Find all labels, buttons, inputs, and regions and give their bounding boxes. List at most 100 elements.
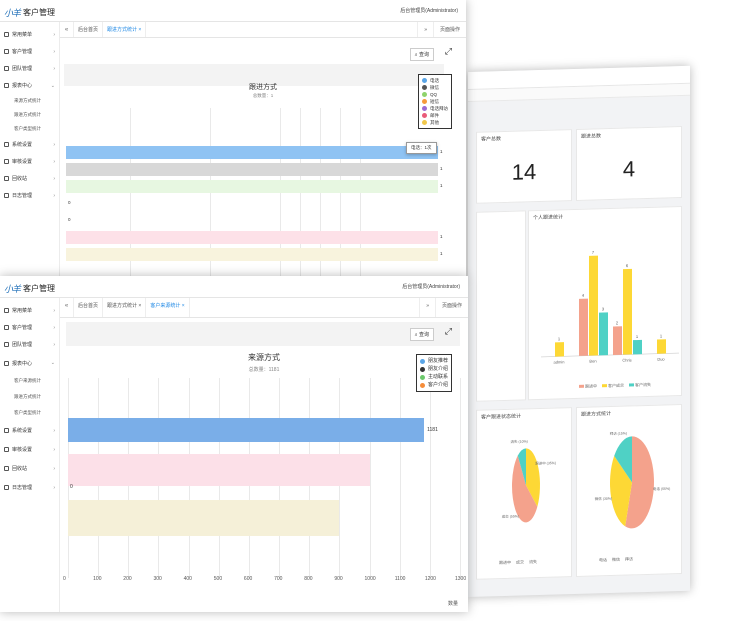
sidebar-subitem[interactable]: 客户来源统计 — [14, 378, 41, 383]
page-actions-button[interactable]: 页面操作 — [432, 22, 466, 37]
sidebar-subitem[interactable]: 来源方式统计 — [14, 98, 41, 103]
tab-scroll-right-icon[interactable]: » — [417, 22, 433, 37]
x-tick-label: 600 — [243, 576, 253, 582]
pie-slice — [526, 448, 540, 507]
legend-dot-icon — [422, 78, 427, 83]
legend-item[interactable]: 微信 — [422, 84, 448, 91]
x-tick-label: 1100 — [394, 576, 406, 582]
sidebar-item-reports[interactable]: 报表中心 ⌄ — [0, 353, 59, 373]
legend-item[interactable]: 短信 — [422, 98, 448, 105]
legend-item[interactable]: 电话拜访 — [422, 105, 448, 112]
bar-value-label: 3 — [602, 306, 605, 311]
sidebar-item-audit[interactable]: 审核设置 › — [0, 153, 59, 170]
close-icon[interactable]: × — [138, 303, 142, 309]
tab-scroll-right-icon[interactable]: » — [419, 298, 435, 317]
fullscreen-icon[interactable]: ⤢ — [444, 46, 452, 56]
account-menu[interactable]: 后台管理员(Administrator) — [400, 8, 458, 14]
chart-header-strip — [64, 64, 444, 86]
tab-source-method[interactable]: 客户来源统计 × — [146, 298, 190, 317]
chart-legend: 电话 微信 QQ 短信 电话拜访 邮件 其他 — [418, 74, 452, 129]
sidebar-item-settings[interactable]: 系统设置 › — [0, 421, 59, 440]
tab-home[interactable]: 后台首页 — [74, 22, 104, 37]
sidebar-subitem[interactable]: 跟进方式统计 — [14, 394, 41, 399]
chevron-right-icon: › — [53, 324, 55, 331]
sidebar-item-team[interactable]: 团队管理 › — [0, 60, 59, 77]
search-button[interactable]: ⌕ 查询 — [409, 48, 434, 61]
close-icon[interactable]: × — [181, 303, 185, 309]
pie-label: 流失 (10%) — [511, 439, 528, 444]
legend-item[interactable]: 朋友介绍 — [420, 365, 448, 373]
bar — [66, 231, 438, 244]
bar — [66, 248, 438, 261]
bar-card: 个人跟进统计 1 admin 4 7 3 Ben 2 6 1 Chris 1 Duo 跟进中 客户成交… — [528, 206, 682, 401]
bar — [68, 500, 340, 536]
app-logo[interactable]: 小羊 客户管理 — [4, 6, 55, 19]
page-actions-button[interactable]: 页面操作 — [434, 298, 468, 317]
sidebar-item-settings[interactable]: 系统设置 › — [0, 136, 59, 153]
status-pie-chart: 跟进中 (35%) 成交 (55%) 流失 (10%) — [502, 439, 556, 523]
sidebar-item-recycle[interactable]: 回收站 › — [0, 170, 59, 187]
tab-home[interactable]: 后台首页 — [74, 298, 104, 317]
source-method-window: 小羊 客户管理 后台管理员(Administrator) 常用菜单 › 客户管理 ›… — [0, 276, 468, 612]
legend-item[interactable]: 邮件 — [422, 112, 448, 119]
sidebar-item-recycle[interactable]: 回收站 › — [0, 459, 59, 478]
sidebar-item-customers[interactable]: 客户管理 › — [0, 319, 59, 336]
left-partial-card — [476, 210, 526, 402]
sidebar-item-customers[interactable]: 客户管理 › — [0, 43, 59, 60]
grid-line — [300, 108, 301, 278]
bar-value-label: 1 — [660, 333, 663, 338]
bar-card-legend: 跟进中 客户成交 客户流失 — [579, 382, 651, 390]
trash-icon — [4, 176, 9, 181]
legend-item[interactable]: QQ — [422, 91, 448, 98]
main-content: ⌕ 查询 ⤢ 来源方式 总数量：1181 0 100 200 300 400 500 600… — [60, 318, 468, 612]
pie-card-status: 客户跟进状态统计 跟进中 (35%) 成交 (55%) 流失 (10%) 跟进中 成交… — [476, 407, 572, 580]
legend-item[interactable]: 其他 — [422, 119, 448, 126]
legend-dot-icon — [422, 92, 427, 97]
legend-label: 客户介绍 — [428, 382, 449, 388]
tab-scroll-left-icon[interactable]: « — [60, 22, 74, 37]
sidebar-item-audit[interactable]: 审核设置 › — [0, 440, 59, 459]
sidebar: 常用菜单 › 客户管理 › 团队管理 › 报表中心 ⌄ 客户来源统计 跟进方式统计 客户… — [0, 298, 60, 612]
method-pie-chart: 电话 (55%) 微信 (30%) 拜访 (15%) — [595, 430, 670, 529]
bar — [613, 326, 622, 355]
tab-scroll-left-icon[interactable]: « — [60, 298, 74, 317]
sidebar-subitem[interactable]: 客户类型统计 — [14, 410, 41, 415]
bar — [555, 342, 564, 357]
legend-item[interactable]: 主动联系 — [420, 373, 448, 381]
sidebar-item-team[interactable]: 团队管理 › — [0, 336, 59, 353]
sidebar-item-logs[interactable]: 日志管理 › — [0, 478, 59, 497]
fullscreen-icon[interactable]: ⤢ — [444, 326, 452, 336]
tab-followup-method[interactable]: 跟进方式统计 × — [103, 22, 147, 37]
legend-label: 电话 — [430, 78, 439, 83]
close-icon[interactable]: × — [138, 27, 142, 33]
search-button[interactable]: ⌕ 查询 — [409, 328, 434, 341]
sidebar-item-logs[interactable]: 日志管理 › — [0, 187, 59, 204]
bar-value-label: 1 — [440, 234, 443, 239]
sidebar-item-common[interactable]: 常用菜单 › — [0, 302, 59, 319]
legend-dot-icon — [420, 374, 425, 380]
pie-label: 拜访 (15%) — [610, 430, 627, 435]
sidebar-item-reports[interactable]: 报表中心 ⌄ — [0, 77, 59, 94]
sidebar-subitem[interactable]: 客户类型统计 — [14, 126, 41, 131]
legend-item[interactable]: 朋友推荐 — [420, 357, 448, 365]
search-icon: ⌕ — [414, 332, 418, 338]
x-tick-label: Chris — [622, 357, 631, 362]
main-content: ⌕ 查询 ⤢ 跟进方式 总数量：1 1 1 1 0 0 1 1 电话 微信 QQ 短信 电话拜访 邮件… — [60, 38, 466, 278]
x-tick-label: Ben — [589, 358, 596, 363]
sidebar: 常用菜单 › 客户管理 › 团队管理 › 报表中心 ⌄ 来源方式统计 跟进方式统计 客户… — [0, 22, 60, 278]
legend-dot-icon — [420, 366, 425, 372]
grid-line — [280, 108, 281, 278]
app-logo[interactable]: 小羊 客户管理 — [4, 282, 55, 295]
chevron-right-icon: › — [53, 427, 55, 434]
tab-followup-method[interactable]: 跟进方式统计 × — [103, 298, 147, 317]
chevron-right-icon: › — [53, 158, 55, 165]
sidebar-subitem[interactable]: 跟进方式统计 — [14, 112, 41, 117]
legend-item[interactable]: 电话 — [422, 77, 448, 84]
bar — [589, 255, 598, 356]
bar-value-label: 1 — [440, 166, 443, 171]
sidebar-item-common[interactable]: 常用菜单 › — [0, 26, 59, 43]
bar — [657, 339, 666, 354]
legend-item[interactable]: 客户介绍 — [420, 381, 448, 389]
account-menu[interactable]: 后台管理员(Administrator) — [402, 284, 460, 290]
